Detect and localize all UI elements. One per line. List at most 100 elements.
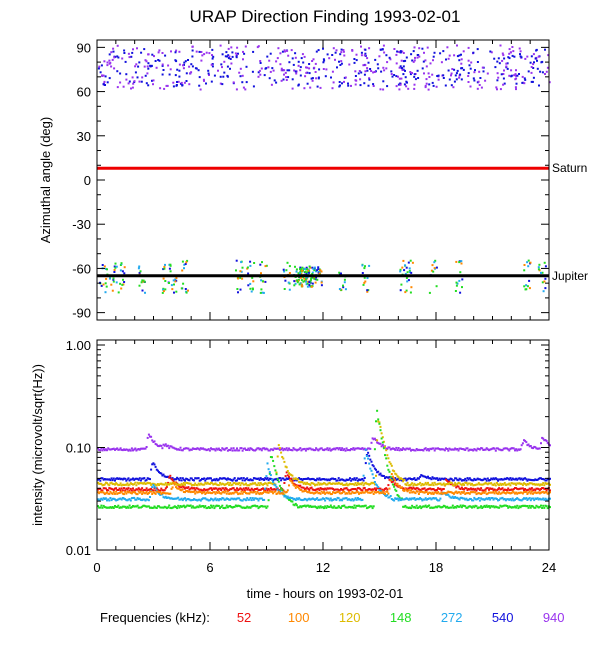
intensity-point-120 bbox=[397, 476, 400, 479]
intensity-point-272 bbox=[369, 467, 372, 470]
intensity-point-272 bbox=[436, 498, 438, 501]
intensity-point-52 bbox=[256, 487, 259, 490]
intensity-point-272 bbox=[375, 483, 377, 486]
intensity-point-100 bbox=[340, 492, 342, 495]
scatter-point-100 bbox=[366, 290, 369, 293]
y-tick-label: 0.01 bbox=[66, 543, 91, 558]
intensity-point-272 bbox=[169, 497, 172, 500]
scatter-point-540 bbox=[540, 61, 543, 64]
intensity-point-120 bbox=[252, 482, 255, 485]
intensity-point-52 bbox=[458, 487, 461, 490]
scatter-point-940 bbox=[545, 70, 548, 73]
intensity-point-100 bbox=[205, 491, 208, 494]
intensity-point-940 bbox=[460, 448, 463, 450]
intensity-point-100 bbox=[104, 492, 107, 495]
intensity-point-940 bbox=[150, 435, 153, 438]
intensity-point-148 bbox=[250, 505, 253, 508]
intensity-point-272 bbox=[499, 497, 502, 500]
intensity-point-52 bbox=[474, 488, 477, 491]
scatter-point-540 bbox=[331, 54, 334, 56]
intensity-point-120 bbox=[153, 483, 156, 486]
intensity-point-148 bbox=[162, 506, 165, 509]
scatter-point-940 bbox=[183, 81, 186, 84]
intensity-point-52 bbox=[337, 489, 340, 491]
intensity-point-148 bbox=[382, 447, 385, 450]
intensity-point-540 bbox=[411, 478, 414, 481]
intensity-point-540 bbox=[204, 479, 207, 482]
intensity-point-148 bbox=[293, 504, 296, 507]
intensity-point-540 bbox=[295, 479, 298, 482]
intensity-point-148 bbox=[260, 505, 263, 507]
scatter-point-540 bbox=[421, 47, 424, 50]
intensity-point-120 bbox=[165, 484, 168, 487]
intensity-point-148 bbox=[437, 505, 440, 508]
intensity-point-940 bbox=[469, 448, 472, 451]
scatter-point-940 bbox=[116, 86, 119, 89]
intensity-point-148 bbox=[536, 505, 539, 508]
intensity-point-148 bbox=[529, 506, 532, 509]
intensity-point-120 bbox=[133, 483, 136, 486]
intensity-point-272 bbox=[413, 497, 416, 499]
scatter-point-272 bbox=[399, 270, 402, 273]
scatter-point-272 bbox=[406, 280, 409, 283]
scatter-point-940 bbox=[515, 74, 517, 77]
intensity-point-120 bbox=[158, 484, 160, 486]
intensity-point-940 bbox=[502, 447, 505, 450]
intensity-point-120 bbox=[154, 483, 157, 486]
intensity-point-120 bbox=[343, 483, 346, 486]
intensity-point-940 bbox=[321, 448, 324, 451]
intensity-point-272 bbox=[255, 497, 258, 500]
intensity-point-148 bbox=[215, 504, 218, 507]
intensity-point-100 bbox=[198, 490, 201, 493]
intensity-point-52 bbox=[417, 488, 420, 491]
intensity-point-940 bbox=[310, 448, 313, 451]
scatter-point-940 bbox=[530, 71, 533, 74]
intensity-point-52 bbox=[508, 489, 511, 492]
intensity-point-940 bbox=[141, 447, 144, 450]
intensity-point-272 bbox=[220, 498, 223, 501]
intensity-point-540 bbox=[201, 477, 203, 480]
intensity-point-120 bbox=[384, 445, 386, 448]
intensity-point-148 bbox=[447, 506, 450, 509]
intensity-point-540 bbox=[205, 478, 208, 480]
intensity-point-148 bbox=[439, 506, 442, 509]
scatter-point-940 bbox=[502, 54, 505, 57]
intensity-point-120 bbox=[411, 482, 414, 485]
intensity-point-540 bbox=[212, 479, 215, 481]
scatter-point-540 bbox=[157, 59, 160, 61]
intensity-point-540 bbox=[194, 477, 197, 480]
intensity-point-272 bbox=[448, 495, 451, 498]
intensity-point-52 bbox=[197, 488, 200, 491]
intensity-point-272 bbox=[427, 498, 429, 500]
intensity-point-940 bbox=[512, 447, 515, 450]
intensity-point-272 bbox=[249, 497, 252, 499]
intensity-series-100 bbox=[97, 473, 551, 496]
intensity-point-540 bbox=[226, 477, 229, 480]
scatter-point-272 bbox=[119, 269, 122, 272]
intensity-point-52 bbox=[376, 487, 379, 490]
intensity-point-100 bbox=[532, 492, 534, 495]
scatter-point-148 bbox=[543, 261, 546, 264]
intensity-point-940 bbox=[340, 449, 342, 451]
scatter-point-940 bbox=[276, 57, 279, 60]
intensity-point-100 bbox=[465, 492, 468, 495]
intensity-point-100 bbox=[457, 491, 460, 494]
scatter-point-148 bbox=[342, 284, 344, 287]
scatter-point-940 bbox=[473, 71, 476, 74]
intensity-point-100 bbox=[278, 492, 281, 495]
intensity-point-272 bbox=[319, 498, 322, 501]
intensity-point-148 bbox=[117, 504, 120, 507]
intensity-point-940 bbox=[464, 449, 467, 451]
intensity-point-120 bbox=[251, 482, 254, 485]
intensity-point-100 bbox=[288, 484, 290, 487]
intensity-point-940 bbox=[503, 447, 506, 450]
scatter-point-940 bbox=[521, 75, 524, 78]
intensity-point-272 bbox=[210, 497, 212, 500]
scatter-point-940 bbox=[524, 57, 527, 60]
intensity-point-272 bbox=[351, 498, 354, 501]
scatter-point-540 bbox=[123, 49, 126, 52]
scatter-point-540 bbox=[439, 52, 442, 55]
intensity-point-120 bbox=[420, 484, 423, 487]
intensity-point-100 bbox=[118, 492, 121, 494]
scatter-point-940 bbox=[200, 59, 203, 62]
